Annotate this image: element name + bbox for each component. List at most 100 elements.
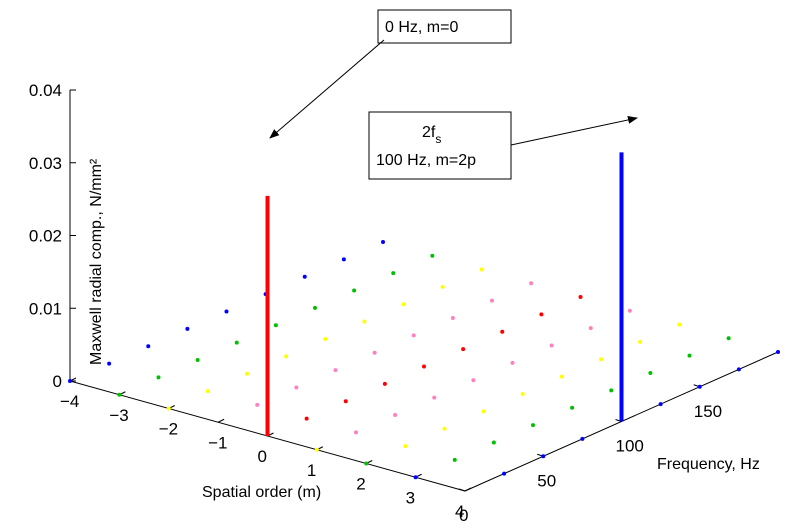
data-point xyxy=(481,409,486,414)
data-point xyxy=(333,368,338,373)
x-tick-label: −1 xyxy=(208,433,227,452)
data-point xyxy=(313,305,317,310)
y-tick-label: 0 xyxy=(459,506,468,525)
x-tick-label: 3 xyxy=(406,488,415,507)
data-point xyxy=(658,402,663,407)
data-point xyxy=(580,436,585,441)
data-point xyxy=(677,322,682,327)
data-point xyxy=(401,302,406,307)
x-tick-label: 2 xyxy=(356,475,365,494)
data-point xyxy=(541,454,546,459)
x-tick-mark xyxy=(464,487,472,492)
data-point xyxy=(314,447,319,452)
data-point xyxy=(491,440,496,445)
data-point xyxy=(736,367,741,372)
data-point xyxy=(391,271,396,276)
data-point xyxy=(146,344,151,349)
data-point xyxy=(776,350,780,354)
annotation-box xyxy=(377,9,512,44)
x-tick-mark xyxy=(217,418,225,423)
z-tick-label: 0.02 xyxy=(29,227,62,246)
data-point xyxy=(195,358,200,362)
annotation-arrow xyxy=(269,39,385,139)
data-stems xyxy=(265,152,624,436)
data-point xyxy=(245,371,249,376)
data-point xyxy=(450,316,455,320)
data-points xyxy=(68,240,780,480)
data-point xyxy=(539,312,544,317)
data-point xyxy=(255,402,260,407)
data-point xyxy=(697,384,702,389)
y-axis-ticks: 0 50 100 150 xyxy=(458,384,722,525)
data-point xyxy=(341,257,346,262)
x-tick-label: −3 xyxy=(109,406,128,425)
data-point xyxy=(599,357,603,362)
data-point xyxy=(323,337,328,341)
data-point xyxy=(452,457,457,462)
data-point xyxy=(479,267,484,272)
data-point xyxy=(549,343,554,348)
data-point xyxy=(588,326,593,331)
data-point xyxy=(284,354,289,359)
data-point xyxy=(578,295,583,299)
y-tick-label: 50 xyxy=(537,471,556,490)
data-point xyxy=(440,284,445,289)
annotation-box xyxy=(368,111,512,180)
x-tick-label: 4 xyxy=(455,502,464,521)
data-point xyxy=(185,326,190,331)
data-point xyxy=(413,475,418,480)
data-point xyxy=(68,379,72,383)
z-axis-ticks: 0 0.01 0.02 0.03 0.04 xyxy=(29,81,76,391)
annotation-text: 100 Hz, m=2p xyxy=(376,152,476,169)
data-point xyxy=(273,323,278,328)
z-tick-label: 0 xyxy=(53,372,62,391)
data-point xyxy=(343,399,348,404)
y-axis-label: Frequency, Hz xyxy=(657,456,760,473)
data-point xyxy=(430,253,435,258)
data-point xyxy=(302,274,307,279)
x-tick-label: −4 xyxy=(60,392,79,411)
data-point xyxy=(648,371,653,375)
z-tick-label: 0.04 xyxy=(29,81,62,100)
annotation-arrow xyxy=(510,115,638,146)
data-point xyxy=(510,360,515,365)
data-point xyxy=(461,347,466,352)
data-point xyxy=(382,381,387,386)
annotation-subscript: s xyxy=(435,132,441,146)
data-point xyxy=(687,353,692,358)
x-axis-label: Spatial order (m) xyxy=(202,484,321,501)
data-point xyxy=(500,329,505,334)
data-point xyxy=(156,375,161,380)
data-point xyxy=(166,406,171,411)
data-point xyxy=(411,333,416,338)
data-point xyxy=(627,308,632,313)
data-point xyxy=(570,405,575,410)
annotation-text: 0 Hz, m=0 xyxy=(385,19,458,36)
z-tick-label: 0.01 xyxy=(29,299,62,318)
data-point xyxy=(354,430,358,435)
data-point xyxy=(422,364,426,369)
data-point xyxy=(726,336,731,341)
x-tick-label: 0 xyxy=(258,447,267,466)
data-point xyxy=(381,240,385,244)
data-point xyxy=(372,350,377,355)
data-point xyxy=(559,374,564,379)
data-point xyxy=(304,416,309,421)
data-point xyxy=(234,340,239,345)
data-point xyxy=(638,339,643,344)
x-tick-label: −2 xyxy=(159,420,178,439)
y-tick-mark xyxy=(458,488,466,492)
data-point xyxy=(490,298,494,303)
data-point xyxy=(403,444,408,449)
data-point xyxy=(531,423,535,428)
data-point xyxy=(117,392,122,397)
data-point xyxy=(205,389,210,394)
data-point xyxy=(393,413,398,417)
data-point xyxy=(352,288,357,293)
data-point xyxy=(529,281,534,286)
data-point xyxy=(520,392,525,396)
z-axis-label-text: Maxwell radial comp., N/mm² xyxy=(88,158,105,365)
y-tick-label: 150 xyxy=(694,402,722,421)
z-tick-label: 0.03 xyxy=(29,154,62,173)
